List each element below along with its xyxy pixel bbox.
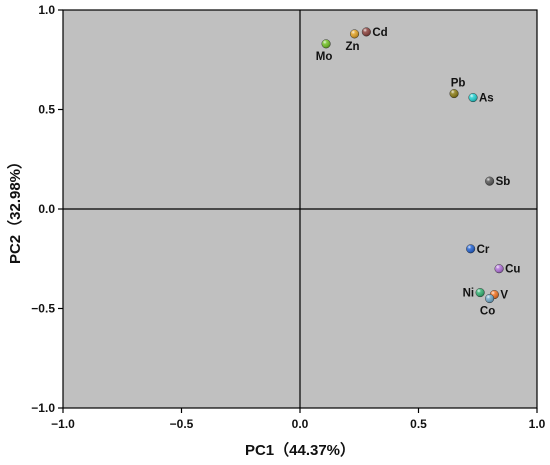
point-co: Co (480, 294, 495, 318)
x-tick-label: −1.0 (51, 417, 75, 431)
y-axis-title: PC2（32.98%） (6, 154, 24, 264)
point-label: Ni (463, 288, 475, 300)
point-cd: Cd (361, 27, 388, 39)
axis-ticks: −1.0 −0.5 0.0 0.5 1.0 1.0 0.5 0.0 −0.5 −1.0 (31, 3, 545, 431)
point-marker-shine (468, 93, 478, 102)
point-ni: Ni (463, 288, 485, 300)
x-tick-label: −0.5 (170, 417, 194, 431)
point-label: As (479, 93, 494, 105)
point-label: V (500, 290, 508, 302)
point-marker-shine (494, 264, 504, 274)
point-label: Cd (372, 27, 387, 39)
point-label: Pb (451, 78, 466, 90)
point-label: Co (480, 306, 495, 318)
point-as: As (468, 93, 494, 105)
point-marker-shine (362, 27, 371, 37)
point-label: Zn (345, 41, 359, 53)
x-tick-label: 1.0 (529, 417, 546, 431)
y-tick-label: −1.0 (31, 401, 55, 415)
point-marker-shine (485, 176, 494, 186)
point-mo: Mo (316, 39, 333, 63)
point-marker-shine (475, 288, 485, 297)
point-cu: Cu (494, 264, 520, 276)
point-label: Mo (316, 51, 333, 63)
point-zn: Zn (345, 29, 360, 53)
point-label: Cu (505, 264, 520, 276)
y-tick-label: 0.0 (38, 202, 55, 216)
point-cr: Cr (466, 244, 490, 256)
point-pb: Pb (449, 78, 466, 99)
point-sb: Sb (485, 176, 510, 188)
x-axis-title: PC1（44.37%） (245, 441, 355, 459)
data-points: Mo Zn Cd Pb As Sb Cr Cu Ni V Co (316, 27, 521, 318)
x-tick-label: 0.5 (410, 417, 427, 431)
point-label: Cr (477, 244, 490, 256)
x-tick-label: 0.0 (292, 417, 309, 431)
y-tick-label: −0.5 (31, 302, 55, 316)
point-label: Sb (496, 176, 511, 188)
point-marker-shine (466, 244, 475, 254)
point-marker-shine (485, 294, 494, 303)
y-tick-label: 1.0 (38, 3, 55, 17)
point-marker-shine (350, 29, 359, 39)
point-marker-shine (449, 89, 459, 98)
point-marker-shine (321, 39, 331, 49)
zero-lines (63, 10, 537, 408)
y-tick-label: 0.5 (38, 103, 55, 117)
